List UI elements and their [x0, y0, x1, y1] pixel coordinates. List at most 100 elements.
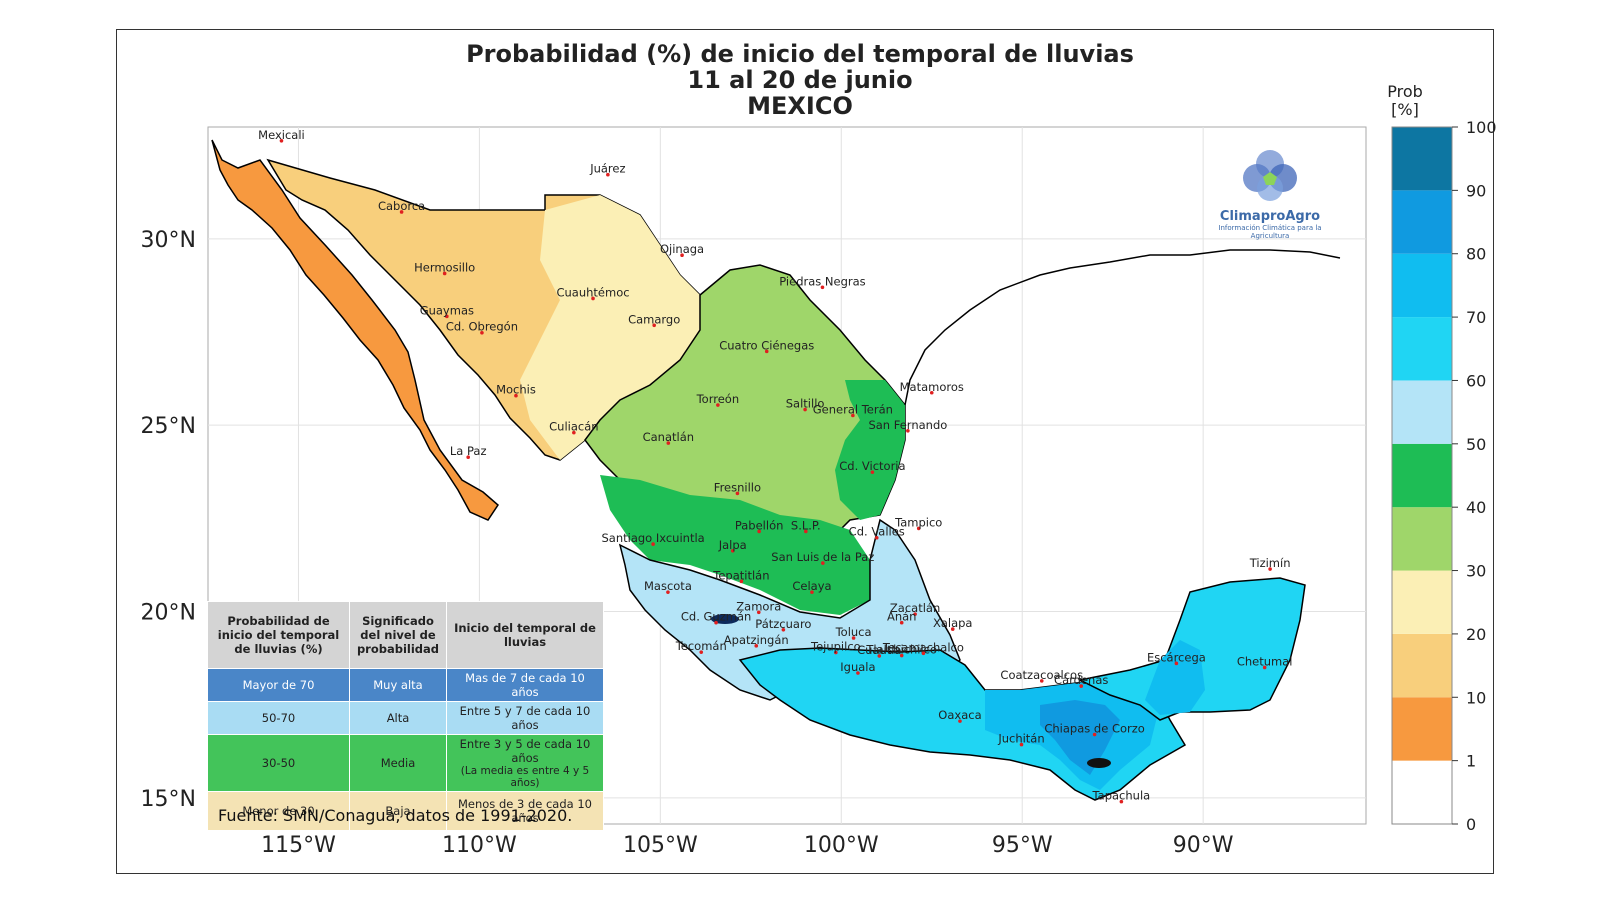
lake-chiapas — [1087, 758, 1111, 768]
city-dot — [906, 428, 910, 433]
city-dot — [1174, 661, 1179, 666]
city-dot — [1039, 679, 1044, 683]
city-dot — [1119, 799, 1124, 804]
x-tick-label: 100°W — [804, 833, 879, 858]
city-dot — [810, 590, 814, 594]
logo-name: ClimaproAgro — [1219, 209, 1321, 224]
city-label: Canatlán — [643, 430, 694, 444]
city-dot — [279, 138, 284, 143]
city-label: Cd. Guzmán — [681, 610, 751, 624]
colorbar-tick-label: 90 — [1466, 181, 1486, 200]
city-label: Matamoros — [900, 380, 964, 394]
logo-tagline-line2: Agricultura — [1250, 232, 1290, 240]
colorbar-title: Prob [%] — [1375, 83, 1435, 119]
legend-row: Menor de 30 Baja Menos de 3 de cada 10 año… — [207, 791, 604, 831]
city-dot — [445, 314, 449, 319]
colorbar-bin — [1392, 570, 1452, 634]
city-label: Tecomán — [675, 639, 727, 653]
city-dot — [1019, 742, 1024, 747]
city-dot — [757, 529, 761, 534]
city-label: Oaxaca — [938, 708, 981, 722]
city-dot — [666, 441, 671, 445]
legend-range-cell: Menor de 30 — [207, 791, 350, 831]
legend-header-meaning: Inicio del temporal de lluvias — [446, 601, 604, 669]
legend-note: (La media es entre 4 y 5 años) — [460, 765, 590, 789]
city-label: San Luis de la Paz — [771, 550, 874, 564]
colorbar-title-line1: Prob — [1387, 82, 1423, 101]
colorbar-bin — [1392, 253, 1452, 318]
city-dot — [442, 271, 447, 276]
city-label: Hermosillo — [414, 260, 475, 274]
city-label: Tizimín — [1249, 556, 1291, 570]
x-tick-label: 115°W — [261, 833, 336, 858]
legend-meaning-cell: Entre 5 y 7 de cada 10 años — [446, 701, 604, 735]
city-dot — [874, 535, 879, 540]
legend-meaning-cell: Mas de 7 de cada 10 años — [446, 668, 604, 702]
city-dot — [921, 651, 926, 656]
city-label: Toluca — [835, 625, 872, 639]
city-label: Celaya — [792, 579, 831, 593]
city-dot — [680, 253, 684, 258]
city-label: Escárcega — [1147, 650, 1206, 664]
city-label: Coatzacoalcos — [1000, 668, 1083, 682]
city-label: Xalapa — [933, 616, 973, 630]
city-dot — [803, 407, 807, 412]
map-regions — [211, 139, 1341, 801]
city-dot — [804, 529, 808, 534]
map-subtitle-dates: 11 al 20 de junio — [687, 66, 913, 94]
city-dot — [572, 430, 576, 435]
city-label: Cárdenas — [1054, 673, 1108, 687]
colorbar-bin — [1392, 507, 1452, 571]
city-dot — [820, 285, 825, 290]
city-label: Tampico — [894, 515, 942, 529]
city-dot — [916, 526, 921, 531]
city-dot — [929, 390, 934, 395]
baja-california-region — [211, 139, 499, 521]
city-label: San Fernando — [868, 418, 947, 432]
colorbar-bin — [1392, 760, 1452, 824]
map-title: Probabilidad (%) de inicio del temporal … — [466, 40, 1134, 68]
legend-row: 30-50 Media Entre 3 y 5 de cada 10 años (La… — [207, 734, 604, 792]
city-label: Juchitán — [997, 732, 1044, 746]
city-dot — [877, 654, 882, 658]
city-dot — [821, 561, 825, 565]
map-subtitle-country: MEXICO — [747, 92, 853, 120]
city-label: Mascota — [644, 579, 692, 593]
city-label: Apatzingán — [724, 633, 789, 647]
y-tick-label: 30°N — [141, 228, 196, 253]
city-dot — [950, 627, 955, 631]
x-tick-label: 90°W — [1173, 833, 1234, 858]
legend-header-level: Significado del nivel de probabilidad — [349, 601, 447, 669]
legend-range-cell: 30-50 — [207, 734, 350, 792]
yucatan-west-region — [1145, 640, 1205, 715]
city-dot — [666, 590, 670, 594]
city-dot — [851, 636, 856, 640]
city-dot — [1262, 665, 1267, 670]
city-label: Santiago Ixcuintla — [601, 531, 704, 545]
legend-range-cell: Mayor de 70 — [207, 668, 350, 702]
city-label: Tejupilco — [810, 640, 861, 654]
city-label: Piedras Negras — [779, 274, 865, 288]
city-dot — [899, 620, 904, 625]
city-label: Guaymas — [420, 303, 474, 317]
colorbar-bin — [1392, 127, 1452, 191]
city-dot — [652, 323, 656, 328]
legend-range-cell: 50-70 — [207, 701, 350, 735]
city-dot — [870, 470, 875, 474]
colorbar-bin — [1392, 380, 1452, 444]
data-source-note: Fuente: SMN/Conagua, datos de 1991-2020. — [218, 806, 573, 825]
city-label: Iguala — [840, 660, 875, 674]
city-dot — [699, 650, 704, 654]
y-tick-label: 15°N — [141, 787, 196, 812]
legend-row: 50-70 Alta Entre 5 y 7 de cada 10 años — [207, 701, 604, 735]
city-label: Torreón — [696, 392, 740, 406]
colorbar-tick-label: 20 — [1466, 625, 1486, 644]
colorbar-tick-label: 100 — [1466, 118, 1497, 137]
city-dot — [834, 650, 838, 655]
city-dot — [739, 579, 744, 584]
city-label: Zacatlán — [890, 601, 940, 615]
logo-tagline-line1: Información Climática para la — [1218, 224, 1322, 232]
y-tick-label: 25°N — [141, 414, 196, 439]
